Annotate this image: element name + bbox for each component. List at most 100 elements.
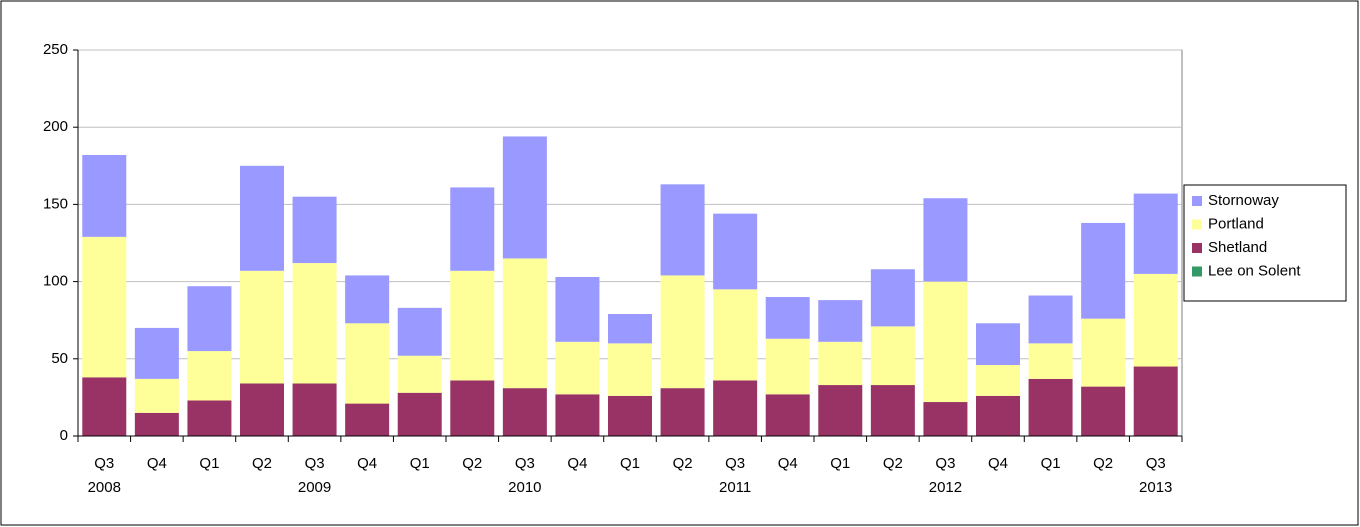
x-tick-label: Q2 bbox=[673, 455, 693, 472]
x-tick-label: Q3 bbox=[94, 455, 114, 472]
bar-segment bbox=[82, 236, 127, 378]
x-tick-label: Q1 bbox=[620, 455, 640, 472]
bar-segment bbox=[870, 326, 915, 386]
bar-segment bbox=[345, 323, 390, 404]
bar-segment bbox=[1081, 318, 1126, 387]
x-tick-year: 2008 bbox=[88, 479, 121, 496]
bar-segment bbox=[187, 400, 232, 436]
bar-segment bbox=[765, 297, 810, 339]
bar-segment bbox=[1028, 295, 1073, 344]
bar-segment bbox=[923, 198, 968, 282]
bar-segment bbox=[608, 314, 652, 344]
bar-segment bbox=[187, 286, 232, 352]
bar-segment bbox=[1133, 193, 1178, 274]
y-tick-label: 0 bbox=[60, 427, 68, 444]
bar-segment bbox=[397, 307, 442, 356]
bar-segment bbox=[1133, 273, 1178, 367]
bar-segment bbox=[818, 341, 863, 386]
x-tick-label: Q1 bbox=[410, 455, 430, 472]
bar-segment bbox=[713, 380, 758, 436]
x-tick-label: Q4 bbox=[357, 455, 377, 472]
bar-segment bbox=[555, 276, 600, 342]
bar-segment bbox=[1081, 222, 1126, 319]
x-tick-label: Q4 bbox=[147, 455, 167, 472]
bar-segment bbox=[976, 323, 1020, 365]
bar-segment bbox=[1028, 343, 1073, 379]
legend-swatch bbox=[1192, 266, 1202, 277]
bar-segment bbox=[765, 394, 810, 436]
y-tick-label: 50 bbox=[51, 350, 68, 367]
bar-segment bbox=[555, 394, 600, 436]
x-tick-label: Q2 bbox=[1093, 455, 1113, 472]
bar-segment bbox=[660, 275, 705, 389]
bar-segment bbox=[82, 377, 127, 436]
x-tick-year: 2011 bbox=[719, 479, 751, 496]
bar-segment bbox=[818, 300, 863, 342]
bar-segment bbox=[1081, 386, 1126, 436]
x-tick-label: Q1 bbox=[830, 455, 850, 472]
bar-segment bbox=[397, 392, 442, 436]
bar-segment bbox=[923, 402, 968, 436]
y-tick-label: 100 bbox=[43, 273, 68, 290]
legend-swatch bbox=[1192, 243, 1202, 253]
bar-segment bbox=[292, 383, 337, 436]
bar-segment bbox=[134, 412, 179, 436]
bar-segment bbox=[240, 383, 284, 436]
bar-segment bbox=[450, 380, 495, 436]
x-tick-label: Q3 bbox=[935, 455, 955, 472]
x-tick-label: Q4 bbox=[988, 455, 1008, 472]
legend-box bbox=[1183, 184, 1347, 302]
bar-segment bbox=[555, 341, 600, 395]
legend-swatch bbox=[1192, 219, 1202, 230]
x-tick-year: 2012 bbox=[929, 479, 962, 496]
x-tick-label: Q1 bbox=[199, 455, 219, 472]
bar-segment bbox=[818, 385, 863, 436]
bar-segment bbox=[345, 403, 390, 436]
legend-label: Lee on Solent bbox=[1208, 262, 1301, 279]
bar-segment bbox=[82, 154, 127, 237]
bar-segment bbox=[1028, 378, 1073, 436]
bar-segment bbox=[240, 165, 284, 271]
bar-segment bbox=[923, 281, 968, 403]
bar-segment bbox=[292, 263, 337, 384]
legend-label: Stornoway bbox=[1208, 192, 1279, 209]
x-tick-label: Q1 bbox=[1041, 455, 1061, 472]
bar-segment bbox=[502, 136, 547, 259]
bar-segment bbox=[134, 378, 179, 413]
x-tick-year: 2009 bbox=[298, 479, 331, 496]
legend-label: Portland bbox=[1208, 215, 1264, 232]
bar-segment bbox=[134, 327, 179, 379]
bar-segment bbox=[870, 269, 915, 327]
bar-segment bbox=[187, 351, 232, 401]
bar-segment bbox=[713, 289, 758, 381]
bar-segment bbox=[345, 275, 390, 324]
x-tick-label: Q3 bbox=[305, 455, 325, 472]
legend-label: Shetland bbox=[1208, 239, 1267, 256]
bar-segment bbox=[450, 187, 495, 271]
x-tick-year: 2010 bbox=[508, 479, 541, 496]
x-tick-label: Q2 bbox=[883, 455, 903, 472]
bar-segment bbox=[608, 395, 652, 436]
bar-segment bbox=[976, 364, 1020, 396]
legend-swatch bbox=[1192, 196, 1202, 206]
x-tick-label: Q2 bbox=[252, 455, 272, 472]
bar-segment bbox=[502, 388, 547, 436]
x-tick-label: Q4 bbox=[567, 455, 587, 472]
x-tick-label: Q2 bbox=[462, 455, 482, 472]
x-tick-label: Q4 bbox=[778, 455, 798, 472]
bar-segment bbox=[240, 270, 284, 384]
bar-segment bbox=[1133, 366, 1178, 436]
y-tick-label: 150 bbox=[43, 195, 68, 212]
bar-segment bbox=[397, 355, 442, 393]
bar-segment bbox=[502, 258, 547, 389]
bar-segment bbox=[870, 385, 915, 436]
bar-segment bbox=[660, 184, 705, 276]
bar-segment bbox=[450, 270, 495, 381]
x-tick-label: Q3 bbox=[1146, 455, 1166, 472]
bar-segment bbox=[608, 343, 652, 396]
y-tick-label: 250 bbox=[43, 41, 68, 58]
x-tick-label: Q3 bbox=[515, 455, 535, 472]
bar-segment bbox=[976, 395, 1020, 436]
